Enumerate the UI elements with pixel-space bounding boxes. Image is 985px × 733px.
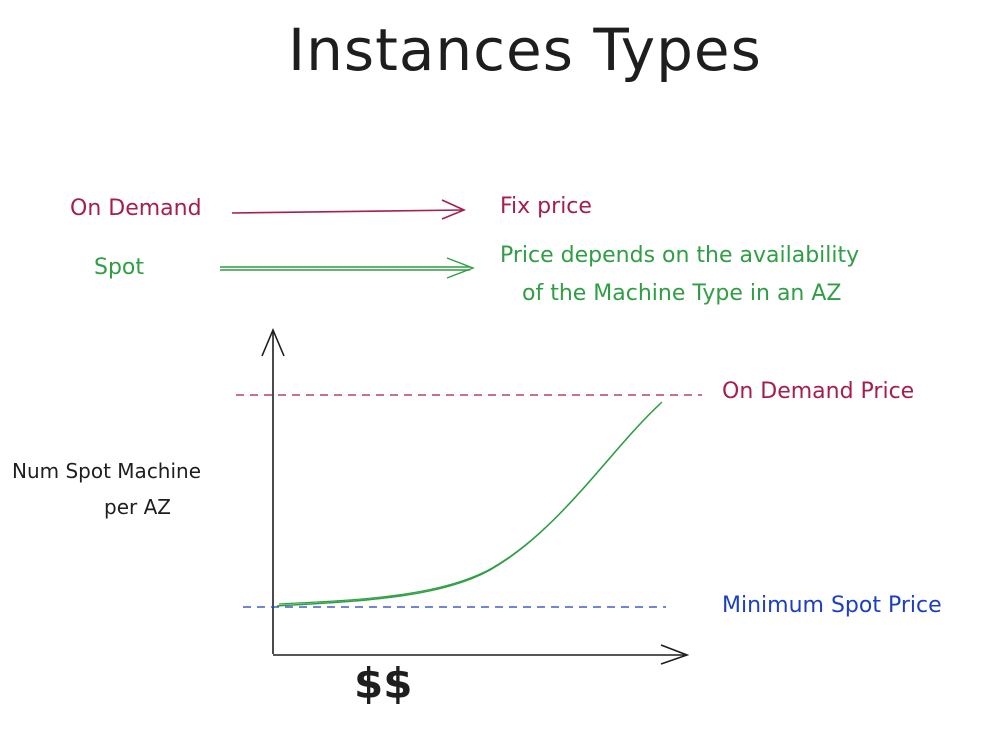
y-axis-label-line1: Num Spot Machine [12,459,202,483]
on-demand-label: On Demand [70,196,202,221]
on-demand-price-label: On Demand Price [722,379,915,404]
y-axis [261,327,285,654]
spot-arrow [220,257,475,279]
y-axis-label-line2: per AZ [104,495,171,519]
spot-price-curve [276,401,663,607]
x-axis-label: $$ [354,659,413,708]
minimum-spot-price-label: Minimum Spot Price [722,593,942,618]
spot-label: Spot [94,255,145,280]
on-demand-description: Fix price [500,194,592,219]
page-title: Instances Types [288,16,762,84]
spot-description-line1: Price depends on the availability [500,243,860,268]
on-demand-arrow [231,199,467,220]
x-axis [273,644,690,665]
spot-description-line2: of the Machine Type in an AZ [522,281,842,306]
